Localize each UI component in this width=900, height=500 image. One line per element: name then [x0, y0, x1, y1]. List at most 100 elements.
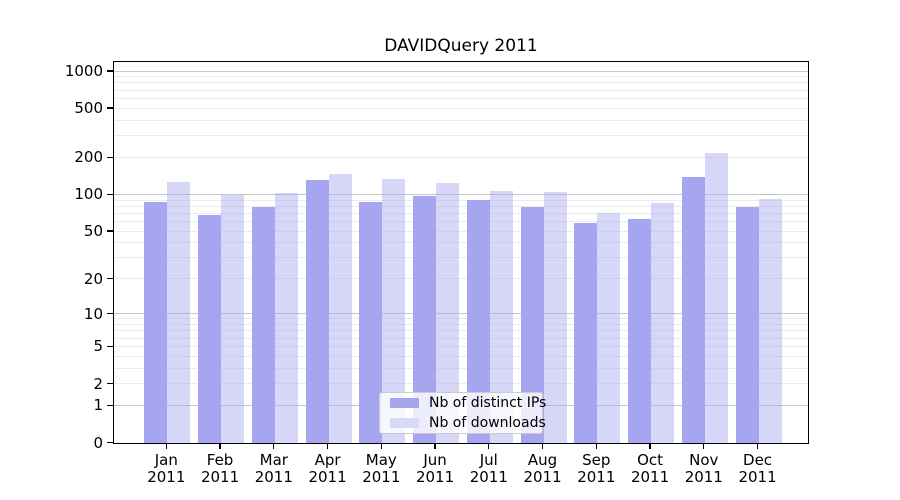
x-axis-tick — [434, 443, 436, 449]
bar-downloads-oct — [651, 202, 675, 443]
x-tick-label: May 2011 — [353, 452, 409, 485]
gridline-minor — [114, 221, 808, 223]
y-axis-tick — [106, 345, 113, 347]
bar-downloads-aug — [543, 192, 567, 443]
y-axis-tick — [106, 312, 113, 315]
bar-downloads-sep — [597, 212, 621, 443]
bar-downloads-dec — [758, 199, 782, 443]
x-tick-label-month: Jan — [154, 451, 178, 469]
gridline-minor — [114, 135, 808, 137]
legend: Nb of distinct IPs Nb of downloads — [379, 392, 547, 434]
x-axis-tick — [541, 443, 544, 449]
y-axis-tick — [106, 70, 113, 72]
gridline-minor — [114, 76, 808, 78]
x-axis-tick — [595, 443, 597, 449]
gridline-minor — [114, 205, 808, 207]
x-tick-label-month: Oct — [637, 451, 664, 469]
x-axis-tick — [703, 443, 705, 449]
x-axis-tick — [219, 443, 221, 449]
bar-distinct-ips-jul — [466, 199, 490, 443]
x-axis-tick — [273, 443, 275, 449]
bar-distinct-ips-nov — [681, 177, 705, 443]
bar-distinct-ips-apr — [305, 180, 329, 443]
x-tick-label-year: 2011 — [523, 467, 562, 486]
gridline-major — [114, 193, 808, 195]
x-tick-label-month: Aug — [527, 451, 558, 469]
gridline-minor — [114, 367, 808, 369]
x-tick-label-year: 2011 — [469, 467, 508, 486]
x-tick-label-month: Jul — [479, 451, 498, 469]
x-tick-label: Dec 2011 — [730, 452, 786, 485]
y-axis-tick — [106, 107, 113, 109]
x-tick-label-year: 2011 — [308, 467, 347, 486]
bar-distinct-ips-mar — [251, 207, 275, 443]
bar-downloads-feb — [221, 194, 245, 443]
gridline-minor — [114, 89, 808, 91]
x-tick-label-year: 2011 — [684, 467, 723, 486]
x-tick-label-year: 2011 — [577, 467, 616, 486]
gridline-minor — [114, 323, 808, 325]
y-tick-label: 50 — [83, 222, 103, 241]
y-tick-label: 0 — [93, 433, 103, 452]
y-tick-label: 20 — [83, 269, 103, 288]
gridline-minor — [114, 107, 808, 109]
x-tick-label-month: Dec — [743, 451, 773, 469]
bar-distinct-ips-may — [359, 201, 383, 443]
bar-downloads-nov — [704, 153, 728, 443]
x-tick-label: Apr 2011 — [300, 452, 356, 485]
bar-downloads-mar — [274, 193, 298, 443]
x-tick-label-year: 2011 — [362, 467, 401, 486]
y-tick-label: 2 — [93, 374, 103, 393]
gridline-minor — [114, 97, 808, 99]
gridline-minor — [114, 242, 808, 244]
x-tick-label-month: Sep — [582, 451, 611, 469]
x-tick-label-month: May — [365, 451, 397, 469]
gridline-minor — [114, 230, 808, 232]
bar-distinct-ips-jan — [144, 201, 168, 443]
x-tick-label-month: Jun — [423, 451, 447, 469]
bar-downloads-may — [382, 179, 406, 443]
gridline-minor — [114, 199, 808, 201]
x-tick-label-month: Feb — [206, 451, 234, 469]
x-axis-tick — [756, 443, 759, 449]
bar-distinct-ips-jun — [413, 196, 437, 443]
bar-distinct-ips-oct — [628, 219, 652, 443]
x-tick-label-month: Mar — [259, 451, 288, 469]
x-axis-tick — [380, 443, 382, 449]
x-tick-label-year: 2011 — [738, 467, 777, 486]
bar-distinct-ips-dec — [735, 207, 759, 443]
x-tick-label-year: 2011 — [200, 467, 240, 486]
gridline-minor — [114, 383, 808, 385]
legend-label-distinct-ips: Nb of distinct IPs — [429, 395, 547, 411]
x-tick-label-year: 2011 — [147, 467, 186, 486]
x-tick-label-year: 2011 — [254, 467, 293, 486]
gridline-minor — [114, 355, 808, 357]
y-tick-label: 10 — [83, 304, 103, 323]
bar-distinct-ips-sep — [574, 222, 598, 443]
x-tick-label: Nov 2011 — [676, 452, 732, 485]
x-axis-tick — [165, 443, 167, 449]
y-axis-tick — [106, 230, 113, 232]
y-axis-tick — [106, 404, 113, 406]
gridline-minor — [114, 156, 808, 158]
legend-row: Nb of downloads — [380, 413, 546, 433]
gridline-minor — [114, 318, 808, 320]
x-axis-tick — [326, 443, 329, 449]
x-axis-tick — [488, 443, 490, 449]
gridline-minor — [114, 257, 808, 259]
x-tick-label-year: 2011 — [415, 467, 455, 486]
y-axis-tick — [106, 193, 113, 195]
chart-title: DAVIDQuery 2011 — [384, 36, 538, 56]
x-tick-label: Jan 2011 — [138, 452, 194, 485]
gridline-minor — [114, 278, 808, 280]
legend-swatch-downloads — [390, 418, 419, 428]
y-tick-label: 5 — [93, 337, 103, 356]
gridline-major — [114, 313, 808, 315]
x-tick-label: Mar 2011 — [246, 452, 302, 485]
y-tick-label: 100 — [74, 185, 103, 204]
x-tick-label: Sep 2011 — [568, 452, 624, 485]
y-tick-label: 500 — [74, 99, 103, 118]
legend-swatch-distinct-ips — [390, 398, 419, 408]
gridline-minor — [114, 119, 808, 121]
